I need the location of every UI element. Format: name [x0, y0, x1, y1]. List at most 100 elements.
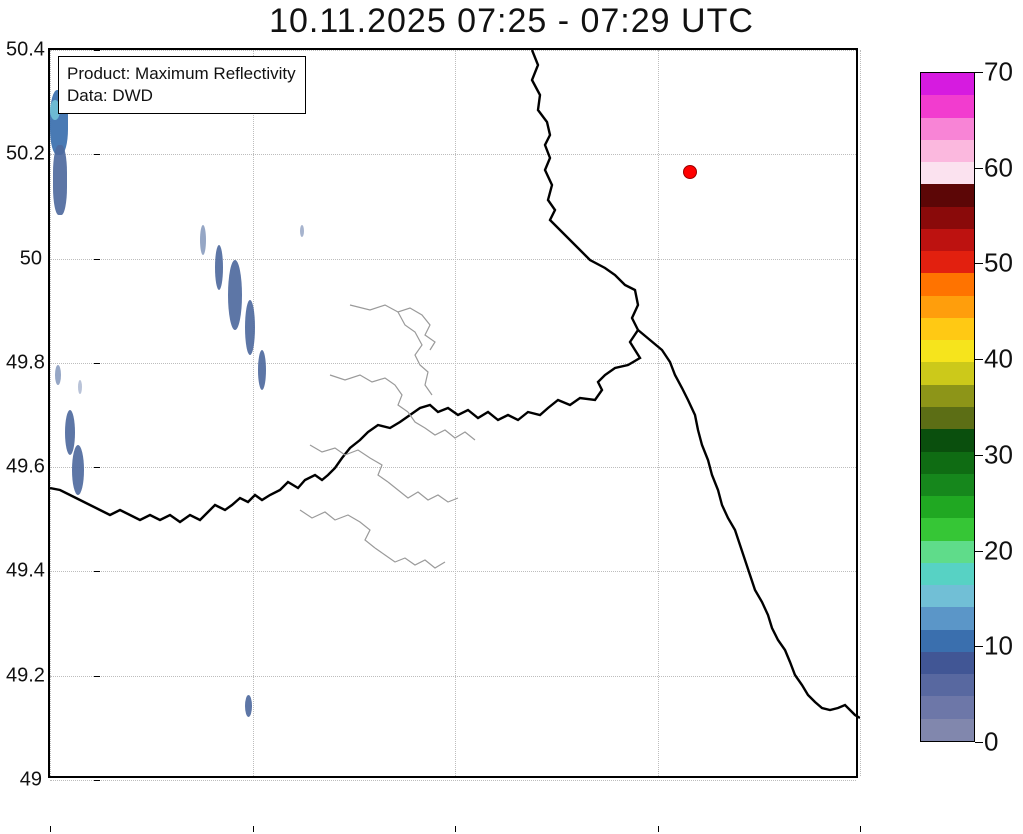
ytick-mark-0: [94, 780, 100, 781]
cb-label-3: 30: [984, 439, 1013, 470]
cb-tick-1: [975, 646, 983, 647]
cb-seg-27: [921, 118, 974, 140]
radar-echo-cluster-7: [245, 300, 255, 355]
radar-echo-cluster-5: [215, 245, 223, 290]
cb-seg-10: [921, 496, 974, 518]
ytick-mark-1: [94, 676, 100, 677]
cb-seg-23: [921, 207, 974, 229]
radar-echo-cluster-13: [78, 380, 82, 394]
page-title: 10.11.2025 07:25 - 07:29 UTC: [0, 2, 1023, 41]
colorbar-container: 0 10 20 30 40 50 60 70 dBZ: [900, 62, 960, 752]
cb-label-1: 10: [984, 631, 1013, 662]
cb-label-2: 20: [984, 535, 1013, 566]
cb-seg-0: [921, 719, 974, 741]
gridline-x-7_0: [860, 50, 861, 776]
radar-echo-cluster-14: [245, 695, 252, 717]
cb-seg-29: [921, 73, 974, 95]
radar-echo-cluster-10: [55, 365, 61, 385]
cb-seg-14: [921, 407, 974, 429]
ytick-label-0: 49: [6, 769, 42, 792]
cb-tick-7: [975, 72, 983, 73]
ytick-mark-7: [94, 50, 100, 51]
cb-seg-3: [921, 652, 974, 674]
cb-seg-20: [921, 273, 974, 295]
cb-seg-22: [921, 229, 974, 251]
ytick-label-7: 50.4: [6, 39, 42, 62]
gridline-y-49_0: [50, 780, 856, 781]
cb-label-7: 70: [984, 57, 1013, 88]
ytick-mark-5: [94, 259, 100, 260]
cb-seg-26: [921, 140, 974, 162]
cb-seg-7: [921, 563, 974, 585]
radar-echo-cluster-4: [200, 225, 206, 255]
gridline-x-5_5: [253, 50, 254, 776]
gridline-y-50_4: [50, 50, 856, 51]
cb-tick-5: [975, 263, 983, 264]
gridline-y-49_2: [50, 676, 856, 677]
radar-echo-cluster-6: [228, 260, 242, 330]
canton-border-4: [408, 412, 475, 440]
gridline-y-49_6: [50, 467, 856, 468]
plot-area: 5 5.5 6 6.5 7 49 49.2 49.4 49.6 49.8 50 …: [48, 48, 858, 778]
ytick-label-1: 49.2: [6, 664, 42, 687]
ytick-mark-6: [94, 154, 100, 155]
canton-border-8: [375, 548, 445, 568]
gridline-y-50_2: [50, 154, 856, 155]
cb-seg-15: [921, 385, 974, 407]
radar-echo-cluster-8: [258, 350, 266, 390]
cb-tick-6: [975, 168, 983, 169]
ytick-label-2: 49.4: [6, 560, 42, 583]
ytick-mark-3: [94, 467, 100, 468]
gridline-x-6_5: [658, 50, 659, 776]
cb-seg-21: [921, 251, 974, 273]
canton-border-7: [300, 510, 375, 548]
gridline-y-49_4: [50, 571, 856, 572]
cb-seg-17: [921, 340, 974, 362]
gridline-y-50_0: [50, 259, 856, 260]
canton-border-2: [398, 312, 432, 395]
cb-seg-2: [921, 674, 974, 696]
cb-tick-3: [975, 455, 983, 456]
cb-tick-2: [975, 551, 983, 552]
cb-seg-5: [921, 607, 974, 629]
cb-seg-9: [921, 518, 974, 540]
product-info-line2: Data: DWD: [67, 85, 297, 107]
radar-echo-cluster-12: [72, 445, 84, 495]
radar-echo-cluster-9: [300, 225, 304, 237]
luxembourg-border-southeast: [638, 330, 860, 718]
cb-seg-11: [921, 474, 974, 496]
luxembourg-border: [50, 50, 640, 522]
cb-label-0: 0: [984, 727, 998, 758]
radar-echo-cluster-11: [65, 410, 75, 455]
cb-label-4: 40: [984, 344, 1013, 375]
radar-map-app: 10.11.2025 07:25 - 07:29 UTC: [0, 0, 1023, 834]
cb-tick-4: [975, 359, 983, 360]
cb-seg-8: [921, 541, 974, 563]
cb-seg-19: [921, 296, 974, 318]
ytick-label-3: 49.6: [6, 456, 42, 479]
cb-seg-25: [921, 162, 974, 184]
canton-border-6: [388, 482, 458, 502]
cb-seg-1: [921, 696, 974, 718]
gridline-y-49_8: [50, 363, 856, 364]
canton-border-5: [310, 445, 388, 482]
gridline-x-6_0: [455, 50, 456, 776]
canton-border-1: [350, 305, 435, 350]
ytick-label-4: 49.8: [6, 351, 42, 374]
colorbar-gradient: [920, 72, 975, 742]
cb-seg-12: [921, 452, 974, 474]
cb-seg-4: [921, 630, 974, 652]
alert-marker-dot[interactable]: [683, 165, 697, 179]
cb-seg-16: [921, 362, 974, 384]
cb-seg-24: [921, 184, 974, 206]
canton-border-3: [330, 375, 408, 412]
cb-seg-6: [921, 585, 974, 607]
radar-echo-cluster-2: [53, 145, 67, 215]
gridline-x-5_0: [50, 50, 51, 776]
ytick-label-6: 50.2: [6, 143, 42, 166]
cb-seg-28: [921, 95, 974, 117]
cb-seg-18: [921, 318, 974, 340]
cb-seg-13: [921, 429, 974, 451]
product-info-box: Product: Maximum Reflectivity Data: DWD: [58, 56, 306, 114]
ytick-mark-4: [94, 363, 100, 364]
